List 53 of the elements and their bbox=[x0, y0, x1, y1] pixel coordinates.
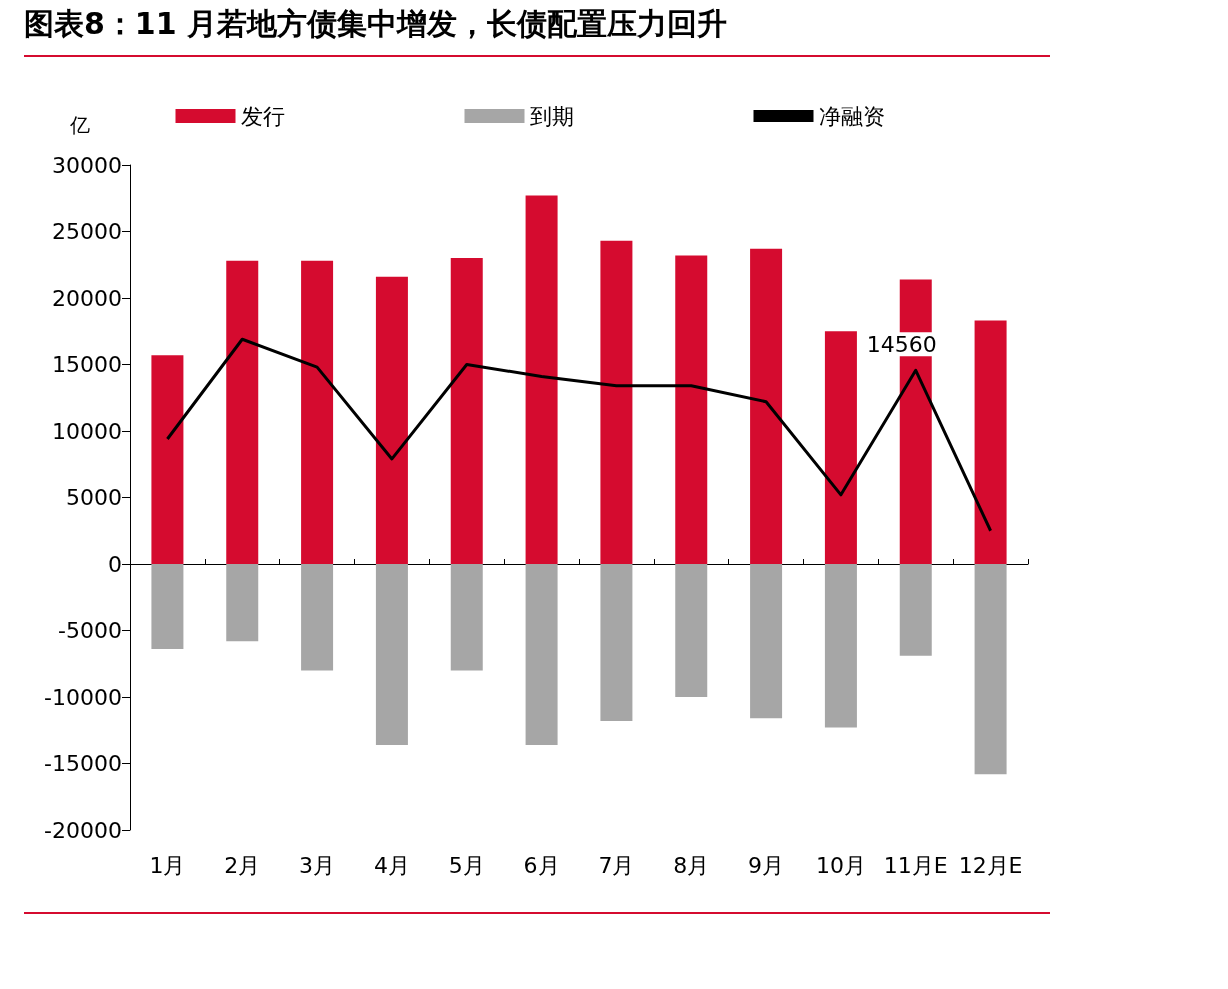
bar bbox=[899, 564, 932, 656]
x-tick-label: 10月 bbox=[815, 852, 866, 878]
bar bbox=[301, 564, 334, 671]
y-tick-label: 5000 bbox=[66, 485, 122, 510]
y-tick-label: 15000 bbox=[52, 352, 122, 377]
bar bbox=[151, 564, 184, 650]
y-tick-label: -15000 bbox=[44, 751, 122, 776]
y-tick-label: 25000 bbox=[52, 219, 122, 244]
x-tick-label: 1月 bbox=[149, 852, 186, 878]
x-tick-label: 11月E bbox=[883, 852, 948, 878]
x-tick-label: 7月 bbox=[598, 852, 635, 878]
chart-title: 图表8：11 月若地方债集中增发，长债配置压力回升 bbox=[24, 4, 1050, 57]
x-tick-label: 8月 bbox=[673, 852, 710, 878]
y-axis-title: 亿 bbox=[69, 113, 90, 137]
y-tick-label: 20000 bbox=[52, 285, 122, 311]
y-tick-label: 0 bbox=[108, 551, 122, 577]
y-tick-label: -5000 bbox=[58, 618, 122, 643]
legend-label: 净融资 bbox=[818, 103, 885, 129]
bar bbox=[600, 240, 633, 564]
bar bbox=[824, 564, 857, 728]
bar bbox=[974, 320, 1007, 564]
bar bbox=[450, 564, 483, 671]
x-tick-label: 12月E bbox=[958, 852, 1023, 878]
bar bbox=[525, 195, 558, 564]
y-tick-label: -10000 bbox=[44, 684, 122, 710]
bar bbox=[301, 260, 334, 564]
x-tick-label: 2月 bbox=[224, 852, 261, 878]
x-tick-label: 6月 bbox=[523, 852, 560, 878]
bar bbox=[525, 564, 558, 745]
x-tick-label: 3月 bbox=[299, 852, 336, 878]
x-tick-label: 5月 bbox=[448, 852, 485, 878]
y-tick-label: 10000 bbox=[52, 418, 122, 444]
y-tick-label: -20000 bbox=[44, 817, 122, 843]
x-tick-label: 4月 bbox=[373, 852, 410, 878]
legend-label: 到期 bbox=[529, 103, 574, 129]
bar bbox=[600, 564, 633, 721]
x-tick-label: 9月 bbox=[748, 852, 785, 878]
bar bbox=[750, 248, 783, 564]
bar bbox=[974, 564, 1007, 775]
bar bbox=[226, 260, 259, 564]
bar bbox=[375, 276, 408, 564]
line-series bbox=[165, 337, 993, 533]
y-tick-label: 30000 bbox=[52, 152, 122, 178]
bar bbox=[824, 331, 857, 564]
bar bbox=[226, 564, 259, 642]
data-label: 14560 bbox=[866, 331, 937, 357]
legend-label: 发行 bbox=[240, 103, 285, 129]
bar bbox=[750, 564, 783, 719]
bar bbox=[375, 564, 408, 745]
bar bbox=[675, 564, 708, 697]
bar bbox=[675, 255, 708, 564]
bar bbox=[450, 258, 483, 564]
bar bbox=[151, 355, 184, 564]
